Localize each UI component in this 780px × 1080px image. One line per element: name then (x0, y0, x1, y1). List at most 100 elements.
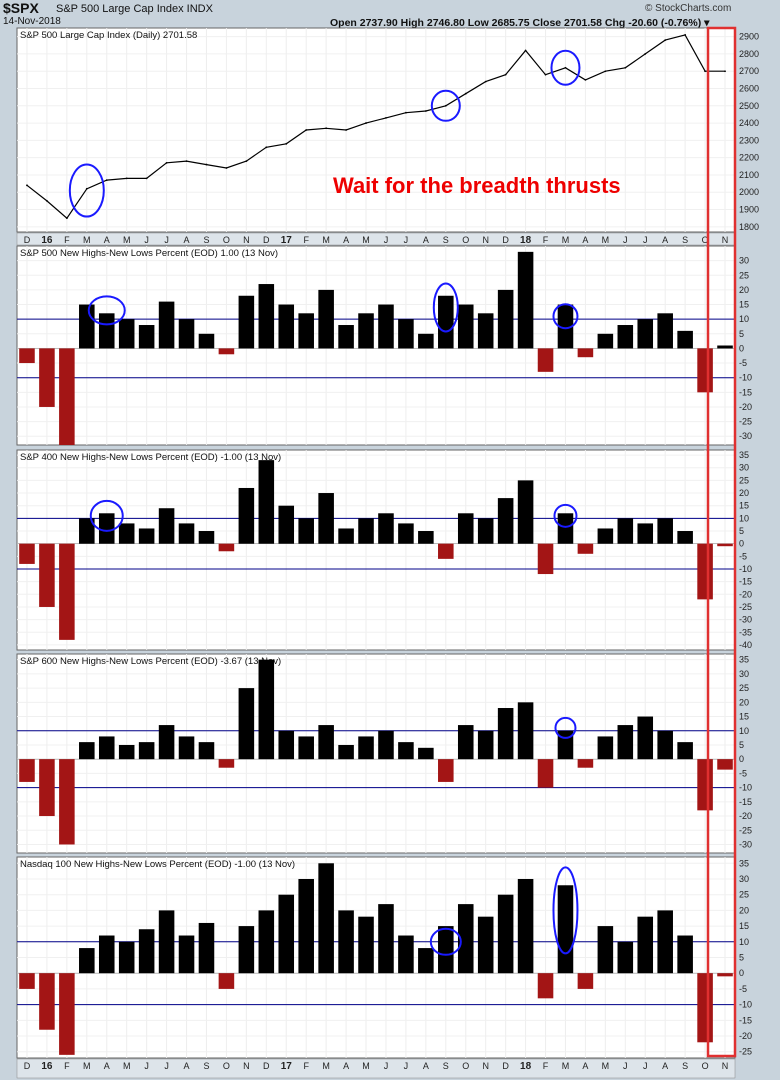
x-tick-label: F (64, 235, 70, 245)
bar (497, 498, 514, 544)
bar (79, 518, 95, 544)
bar (677, 330, 693, 349)
bar (258, 460, 275, 544)
y-tick-label: 0 (739, 968, 744, 978)
y-tick-label: 2300 (739, 135, 759, 145)
x-tick-label: J (164, 235, 169, 245)
x-tick-label: A (343, 1061, 349, 1071)
x-tick-label: S (443, 235, 449, 245)
x-tick-label: A (423, 235, 429, 245)
price-point (644, 53, 647, 55)
bar (497, 708, 514, 760)
panel-0-background (16, 27, 736, 233)
price-point (265, 146, 268, 149)
y-tick-label: -10 (739, 373, 752, 383)
panel-2-background (16, 449, 736, 651)
bar (338, 325, 354, 349)
bar (398, 523, 414, 544)
price-point (464, 92, 467, 95)
bar (577, 973, 594, 989)
x-tick-label: S (682, 1061, 688, 1071)
y-tick-label: 35 (739, 450, 749, 460)
price-point (325, 127, 328, 130)
y-tick-label: 2900 (739, 32, 759, 42)
bar (158, 508, 175, 544)
quote-summary: Open 2737.90 High 2746.80 Low 2685.75 Cl… (330, 17, 710, 29)
bar (318, 863, 334, 974)
x-tick-label: M (602, 235, 610, 245)
annotation-text: Wait for the breadth thrusts (333, 173, 621, 198)
bar (597, 333, 614, 349)
bar (318, 493, 334, 544)
y-tick-label: 25 (739, 270, 749, 280)
y-tick-label: -25 (739, 825, 752, 835)
y-tick-label: 10 (739, 314, 749, 324)
bar (39, 348, 55, 407)
highlight-ellipse (550, 49, 581, 86)
bar (497, 289, 514, 349)
bar (477, 730, 494, 760)
price-point (524, 49, 527, 52)
bar (717, 543, 733, 547)
bar (358, 518, 374, 544)
bar (418, 531, 434, 544)
bar (697, 543, 713, 600)
price-point (165, 161, 168, 164)
x-tick-label: N (482, 235, 489, 245)
bar (138, 742, 155, 760)
y-tick-label: 1900 (739, 205, 759, 215)
price-point (405, 111, 407, 114)
x-axis-bar-1 (16, 1058, 736, 1079)
bar (118, 319, 135, 349)
panel-3-background (16, 653, 736, 854)
bar (617, 941, 634, 974)
bar (198, 531, 215, 544)
price-point (26, 184, 28, 187)
y-tick-label: -40 (739, 640, 752, 650)
price-point (504, 73, 507, 76)
y-tick-label: 25 (739, 475, 749, 485)
bar (158, 725, 175, 760)
y-tick-label: 30 (739, 874, 749, 884)
price-point (604, 70, 607, 73)
bar (717, 759, 733, 770)
bar (19, 759, 35, 782)
bar (557, 730, 574, 760)
bar (677, 935, 693, 974)
x-tick-label: 18 (520, 1061, 532, 1072)
price-point (704, 70, 706, 73)
x-tick-label: A (104, 235, 110, 245)
x-tick-label: M (123, 235, 131, 245)
bar (597, 736, 614, 760)
y-tick-label: 2500 (739, 101, 759, 111)
bar (657, 518, 673, 544)
y-tick-label: 20 (739, 488, 749, 498)
y-tick-label: -15 (739, 797, 752, 807)
bar (517, 251, 534, 349)
y-tick-label: -35 (739, 627, 752, 637)
bar (79, 304, 95, 349)
y-tick-label: 20 (739, 697, 749, 707)
y-tick-label: -25 (739, 417, 752, 427)
x-tick-label: J (164, 1061, 169, 1071)
x-tick-label: O (223, 1061, 230, 1071)
bar (298, 518, 314, 544)
y-tick-label: 15 (739, 921, 749, 931)
panel-title: Nasdaq 100 New Highs-New Lows Percent (E… (20, 859, 295, 870)
price-line (26, 34, 725, 220)
bar (358, 313, 374, 349)
y-tick-label: -20 (739, 589, 752, 599)
bar (697, 759, 713, 811)
x-tick-label: 16 (41, 1061, 53, 1072)
y-tick-label: 2600 (739, 84, 759, 94)
bar (398, 935, 414, 974)
y-tick-label: -10 (739, 564, 752, 574)
y-tick-label: -5 (739, 768, 747, 778)
bar (59, 759, 75, 845)
bar (657, 313, 673, 349)
price-point (424, 110, 427, 112)
bar (198, 922, 215, 974)
bar (577, 543, 594, 554)
y-tick-label: 20 (739, 905, 749, 915)
x-tick-label: M (562, 235, 570, 245)
